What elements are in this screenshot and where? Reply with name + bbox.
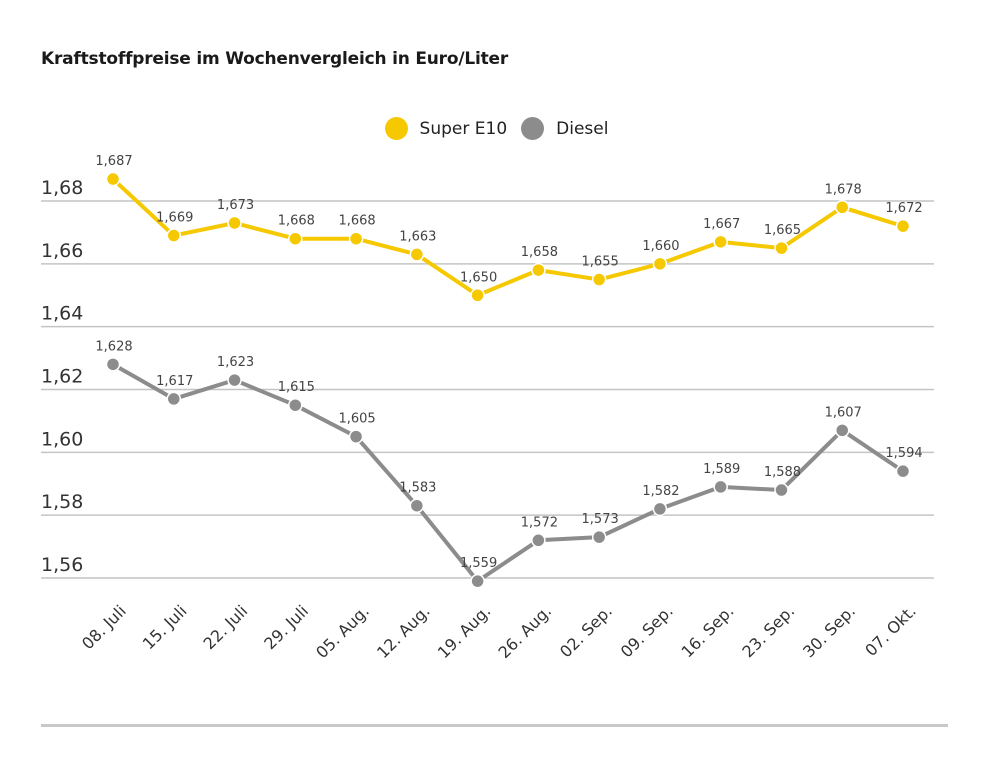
chart-title: Kraftstoffpreise im Wochenvergleich in E…: [41, 49, 509, 69]
data-point-diesel: [774, 482, 789, 498]
y-tick-label: 1,58: [41, 491, 83, 513]
x-tick-label: 09. Sep.: [617, 601, 677, 661]
x-tick-label: 22. Juli: [200, 601, 252, 653]
data-point-diesel: [166, 391, 182, 407]
data-label-diesel: 1,615: [278, 380, 315, 395]
data-label-diesel: 1,583: [399, 481, 436, 496]
data-point-super-e10: [895, 218, 911, 234]
x-tick-label: 16. Sep.: [678, 601, 738, 661]
data-label-diesel: 1,559: [460, 556, 497, 571]
data-point-super-e10: [348, 231, 364, 246]
data-point-super-e10: [409, 247, 425, 262]
y-tick-label: 1,68: [41, 177, 83, 199]
data-label-super-e10: 1,655: [582, 255, 619, 270]
data-label-diesel: 1,605: [338, 412, 375, 427]
data-point-super-e10: [470, 288, 485, 303]
legend: Super E10 Diesel: [0, 117, 989, 140]
data-label-diesel: 1,588: [764, 465, 801, 480]
legend-dot-diesel: [521, 117, 545, 140]
legend-label-super-e10: Super E10: [419, 118, 508, 139]
data-label-super-e10: 1,678: [825, 182, 862, 197]
data-label-super-e10: 1,660: [642, 239, 679, 254]
data-point-diesel: [713, 479, 728, 495]
y-tick-label: 1,56: [41, 554, 83, 576]
legend-label-diesel: Diesel: [556, 118, 609, 139]
data-point-super-e10: [288, 231, 303, 246]
data-label-super-e10: 1,650: [460, 270, 497, 285]
legend-dot-super-e10: [384, 117, 408, 140]
data-point-diesel: [227, 372, 242, 388]
x-tick-label: 12. Aug.: [373, 601, 434, 662]
bottom-divider: [41, 724, 948, 727]
data-label-super-e10: 1,669: [156, 211, 193, 226]
data-label-super-e10: 1,668: [338, 214, 375, 229]
data-label-diesel: 1,582: [642, 484, 679, 499]
x-tick-label: 08. Juli: [78, 601, 130, 653]
data-label-diesel: 1,628: [95, 339, 132, 354]
y-tick-label: 1,62: [41, 366, 83, 388]
data-label-diesel: 1,607: [825, 405, 862, 420]
data-label-super-e10: 1,667: [703, 217, 740, 232]
data-point-diesel: [591, 529, 607, 545]
data-point-super-e10: [531, 262, 546, 278]
data-label-super-e10: 1,663: [399, 229, 436, 244]
data-point-diesel: [409, 498, 425, 513]
x-tick-label: 07. Okt.: [861, 601, 920, 660]
data-label-super-e10: 1,668: [278, 214, 315, 229]
data-label-super-e10: 1,665: [764, 223, 801, 238]
data-label-diesel: 1,594: [885, 446, 922, 461]
data-point-super-e10: [713, 234, 728, 250]
legend-item-super-e10: Super E10: [384, 117, 508, 140]
data-point-diesel: [834, 423, 850, 438]
x-tick-label: 05. Aug.: [312, 601, 373, 662]
data-label-super-e10: 1,658: [521, 245, 558, 260]
data-label-diesel: 1,572: [521, 515, 558, 530]
x-tick-label: 29. Juli: [260, 601, 312, 653]
data-label-super-e10: 1,672: [885, 201, 922, 216]
y-tick-label: 1,66: [41, 240, 83, 262]
x-tick-label: 30. Sep.: [799, 601, 859, 661]
data-point-super-e10: [652, 256, 668, 272]
y-tick-label: 1,64: [41, 303, 83, 325]
data-point-super-e10: [834, 200, 850, 215]
x-tick-label: 02. Sep.: [556, 601, 616, 661]
data-point-diesel: [105, 357, 121, 372]
y-tick-label: 1,60: [41, 428, 83, 450]
data-label-super-e10: 1,673: [217, 198, 254, 213]
series-line-super-e10: [111, 177, 904, 298]
data-point-super-e10: [774, 240, 789, 256]
data-point-diesel: [470, 573, 485, 589]
series-line-diesel: [112, 362, 905, 584]
data-point-diesel: [348, 429, 364, 444]
data-point-diesel: [288, 397, 303, 413]
data-label-diesel: 1,617: [156, 374, 193, 389]
data-label-diesel: 1,623: [217, 355, 254, 370]
x-tick-label: 23. Sep.: [738, 601, 798, 661]
legend-item-diesel: Diesel: [521, 117, 608, 140]
x-tick-label: 26. Aug.: [495, 601, 556, 662]
data-label-diesel: 1,573: [582, 512, 619, 527]
data-label-diesel: 1,589: [703, 462, 740, 477]
data-point-super-e10: [227, 215, 242, 231]
x-tick-label: 19. Aug.: [434, 601, 495, 662]
data-point-diesel: [531, 533, 546, 548]
data-point-super-e10: [105, 171, 121, 187]
data-point-diesel: [652, 501, 668, 517]
data-point-super-e10: [166, 228, 182, 243]
data-label-super-e10: 1,687: [95, 154, 132, 169]
x-tick-label: 15. Juli: [139, 601, 191, 653]
data-point-super-e10: [591, 272, 607, 287]
data-point-diesel: [895, 463, 911, 479]
